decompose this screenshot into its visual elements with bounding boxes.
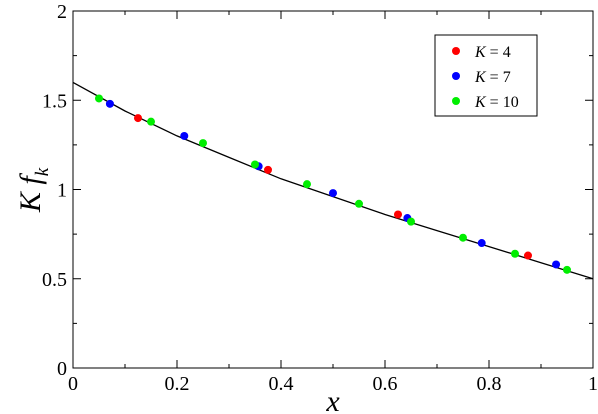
legend-label: K = 4 bbox=[474, 44, 511, 61]
data-points bbox=[95, 94, 571, 274]
legend-label: K = 7 bbox=[474, 69, 511, 86]
y-tick-label: 0.5 bbox=[42, 269, 67, 291]
y-tick-label: 1.5 bbox=[42, 90, 67, 112]
y-axis-label-main: K f bbox=[14, 173, 47, 214]
x-tick-label: 0 bbox=[68, 373, 78, 395]
data-point bbox=[477, 239, 486, 248]
y-tick-label: 0 bbox=[57, 358, 67, 380]
legend-label: K = 10 bbox=[474, 94, 519, 111]
data-point bbox=[511, 249, 519, 258]
data-point bbox=[105, 99, 114, 108]
y-axis-label: K fk bbox=[14, 167, 53, 213]
data-point bbox=[563, 265, 571, 274]
data-point bbox=[134, 114, 142, 123]
data-point bbox=[329, 189, 337, 198]
x-tick-label: 0.2 bbox=[165, 373, 190, 395]
data-point bbox=[180, 131, 189, 140]
x-axis-label: x bbox=[325, 385, 340, 414]
data-point bbox=[394, 210, 402, 219]
data-point bbox=[251, 160, 259, 169]
data-point bbox=[95, 94, 103, 103]
data-point bbox=[147, 117, 155, 126]
data-point bbox=[407, 217, 415, 226]
legend-marker bbox=[452, 72, 460, 80]
data-point bbox=[199, 139, 207, 148]
x-tick-label: 0.6 bbox=[373, 373, 398, 395]
svg-text:K fk: K fk bbox=[14, 167, 53, 213]
tick-labels: 0 0.2 0.4 0.6 0.8 1 0 0.5 1 1.5 2 bbox=[42, 1, 598, 395]
x-tick-label: 1 bbox=[588, 373, 598, 395]
y-tick-label: 2 bbox=[57, 1, 67, 23]
data-point bbox=[264, 165, 272, 174]
legend: K = 4 K = 7 K = 10 bbox=[434, 34, 538, 117]
data-point bbox=[552, 260, 561, 269]
axis-ticks bbox=[72, 10, 594, 369]
legend-marker bbox=[452, 97, 460, 105]
y-axis-label-sub: k bbox=[32, 167, 53, 176]
y-tick-label: 1 bbox=[57, 180, 67, 202]
legend-box bbox=[434, 34, 538, 117]
data-point bbox=[459, 233, 467, 242]
data-point bbox=[355, 199, 363, 208]
x-tick-label: 0.8 bbox=[477, 373, 502, 395]
legend-marker bbox=[452, 47, 460, 55]
data-point bbox=[524, 251, 532, 260]
data-point bbox=[303, 180, 311, 189]
x-tick-label: 0.4 bbox=[269, 373, 294, 395]
